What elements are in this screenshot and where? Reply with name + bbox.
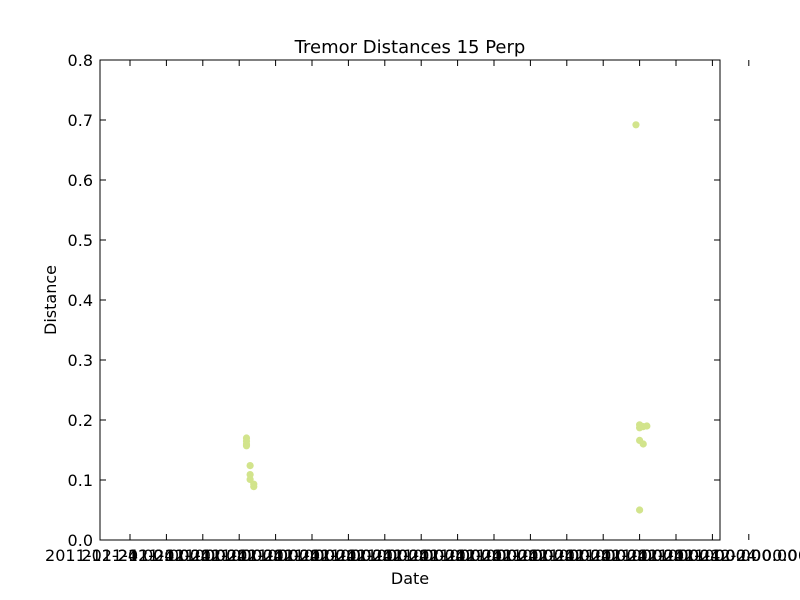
- y-tick-label: 0.1: [68, 471, 93, 490]
- y-tick-label: 0.2: [68, 411, 93, 430]
- data-point: [632, 121, 640, 129]
- data-point: [246, 462, 254, 470]
- x-tick-label: 2011-12-24 00:00:00: [482, 546, 652, 565]
- x-tick-label: 2011-12-24 00:00:00: [227, 546, 397, 565]
- data-point: [250, 483, 258, 491]
- x-tick-label: 2011-12-24 00:00:00: [154, 546, 324, 565]
- x-tick-label: 2011-12-24 00:00:00: [409, 546, 579, 565]
- data-point: [242, 442, 251, 450]
- x-tick-label: 2011-12-24 00:00:00: [664, 546, 800, 565]
- y-tick-label: 0.8: [68, 51, 93, 70]
- x-tick-label: 2011-12-24 00:00:00: [627, 546, 797, 565]
- x-tick-label: 2011-12-24 00:00:00: [591, 546, 761, 565]
- x-tick-label: 2011-12-24 00:00:00: [336, 546, 506, 565]
- x-tick-label: 2011-12-24 00:00:00: [445, 546, 615, 565]
- data-point: [639, 440, 647, 448]
- x-tick-label: 2011-12-24 00:00:00: [518, 546, 688, 565]
- y-tick-label: 0.6: [68, 171, 93, 190]
- plot-frame: [99, 59, 721, 541]
- x-tick-label: 2011-12-24 00:00:00: [555, 546, 725, 565]
- x-axis-title: Date: [391, 569, 429, 588]
- x-tick-label: 2011-12-24 00:00:00: [300, 546, 470, 565]
- y-tick-label: 0.4: [68, 291, 93, 310]
- x-tick-label: 2011-12-24 00:00:00: [118, 546, 288, 565]
- x-tick-label: 2011-12-24 00:00:00: [263, 546, 433, 565]
- y-tick-label: 0.0: [68, 531, 93, 550]
- y-axis-title: Distance: [41, 265, 60, 335]
- data-point: [636, 506, 644, 514]
- plot-area: 0.0 0.1 0.2 0.3 0.4 0.5 0.6 0.7 0.8 2011-12-24 00…: [45, 51, 800, 565]
- chart-title: Tremor Distances 15 Perp: [294, 37, 526, 58]
- x-tick-label: 2011-12-24 00:00:00: [373, 546, 543, 565]
- x-tick-label: 2011-12-24 00:00:00: [45, 546, 215, 565]
- y-tick-label: 0.7: [68, 111, 93, 130]
- data-point: [643, 422, 651, 430]
- y-tick-label: 0.5: [68, 231, 93, 250]
- x-tick-label: 2011-12-24 00:00:00: [191, 546, 361, 565]
- y-tick-label: 0.3: [68, 351, 93, 370]
- x-tick-label: 2011-12-24 00:00:00: [81, 546, 251, 565]
